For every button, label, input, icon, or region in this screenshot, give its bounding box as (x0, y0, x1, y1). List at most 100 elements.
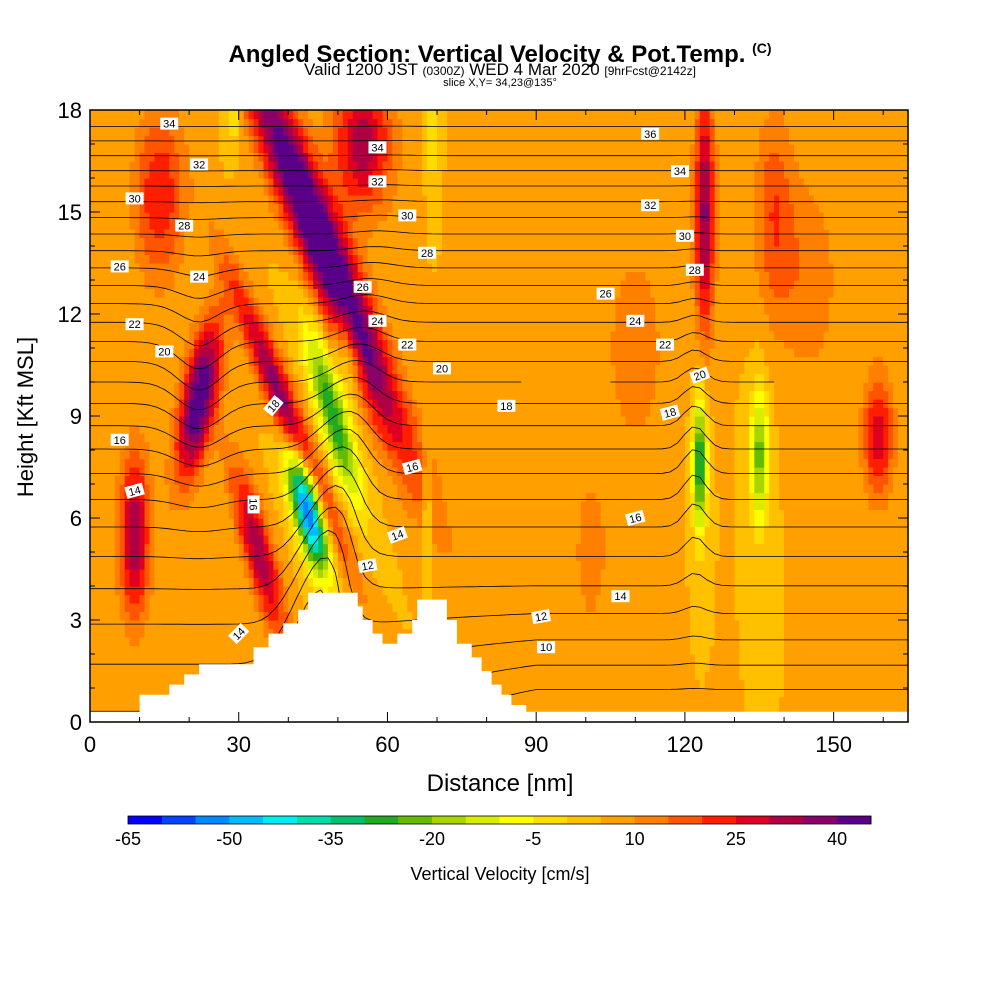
vv-cell (283, 152, 289, 162)
vv-cell (342, 373, 349, 383)
vv-cell (367, 373, 374, 383)
vv-cell (303, 407, 309, 417)
vv-cell (243, 254, 250, 264)
vv-cell (318, 441, 324, 451)
vv-cell (154, 628, 161, 638)
vv-cell (412, 450, 418, 460)
vv-cell (119, 407, 126, 417)
vv-cell (303, 450, 309, 460)
vv-cell (199, 424, 205, 434)
vv-cell (218, 280, 225, 290)
vv-cell (427, 484, 433, 494)
vv-cell (263, 297, 270, 307)
vv-cell (114, 416, 121, 426)
vv-cell (362, 254, 369, 264)
vv-cell (159, 526, 165, 536)
vv-cell (278, 416, 284, 426)
vv-cell (412, 161, 418, 171)
vv-cell (407, 220, 413, 230)
vv-cell (213, 263, 220, 273)
vv-cell (283, 288, 289, 298)
vv-cell (99, 611, 106, 621)
vv-cell (288, 450, 294, 460)
vv-cell (94, 586, 101, 596)
vv-cell (427, 186, 433, 196)
vv-cell (327, 458, 334, 468)
vv-cell (392, 348, 398, 358)
vv-cell (357, 195, 364, 205)
vv-cell (233, 475, 240, 485)
vv-cell (94, 484, 101, 494)
vv-cell (283, 543, 289, 553)
vv-cell (129, 127, 136, 137)
vv-cell (119, 535, 126, 545)
vv-cell (184, 560, 190, 570)
vv-cell (218, 628, 225, 638)
vv-cell (422, 543, 428, 553)
vv-cell (104, 186, 111, 196)
vv-cell (397, 594, 403, 604)
vv-cell (273, 297, 279, 307)
vv-cell (372, 509, 379, 519)
vv-cell (427, 526, 433, 536)
vv-cell (149, 178, 156, 188)
vv-cell (283, 322, 289, 332)
vv-cell (278, 603, 284, 613)
vv-cell (104, 492, 111, 502)
vv-cell (337, 424, 344, 434)
vv-cell (144, 441, 151, 451)
vv-cell (144, 433, 151, 443)
vv-cell (417, 535, 423, 545)
vv-cell (337, 161, 344, 171)
vv-cell (189, 518, 195, 528)
vv-cell (362, 229, 369, 239)
vv-cell (159, 543, 165, 553)
vv-cell (327, 543, 334, 553)
vv-cell (303, 237, 309, 247)
vv-cell (134, 603, 141, 613)
vv-cell (228, 246, 235, 256)
vv-cell (323, 203, 329, 213)
vv-cell (94, 288, 101, 298)
vv-cell (184, 246, 190, 256)
vv-cell (357, 586, 364, 596)
vv-cell (129, 144, 136, 154)
vv-cell (367, 382, 374, 392)
vv-cell (377, 382, 384, 392)
vv-cell (342, 280, 349, 290)
vv-cell (337, 492, 344, 502)
vv-cell (149, 501, 156, 511)
vv-cell (377, 331, 384, 341)
vv-cell (352, 492, 359, 502)
vv-cell (159, 552, 165, 562)
vv-cell (124, 611, 131, 621)
vv-cell (303, 577, 309, 587)
vv-cell (223, 407, 230, 417)
vv-cell (179, 552, 185, 562)
vv-cell (119, 390, 126, 400)
vv-cell (174, 458, 180, 468)
vv-cell (313, 577, 319, 587)
vv-cell (238, 144, 245, 154)
vv-cell (144, 339, 151, 349)
vv-cell (129, 186, 136, 196)
vv-cell (169, 195, 175, 205)
vv-cell (169, 645, 175, 655)
vv-cell (308, 178, 314, 188)
vv-cell (144, 220, 151, 230)
vv-cell (377, 577, 384, 587)
vv-cell (258, 611, 265, 621)
vv-cell (233, 569, 240, 579)
vv-cell (114, 118, 121, 128)
vv-cell (268, 433, 275, 443)
vv-cell (362, 127, 369, 137)
vv-cell (169, 501, 175, 511)
vv-cell (109, 484, 116, 494)
vv-cell (278, 365, 284, 375)
vv-cell (298, 195, 304, 205)
vv-cell (228, 305, 235, 315)
vv-cell (357, 305, 364, 315)
vv-cell (382, 628, 389, 638)
vv-cell (392, 237, 398, 247)
vv-cell (104, 212, 111, 222)
